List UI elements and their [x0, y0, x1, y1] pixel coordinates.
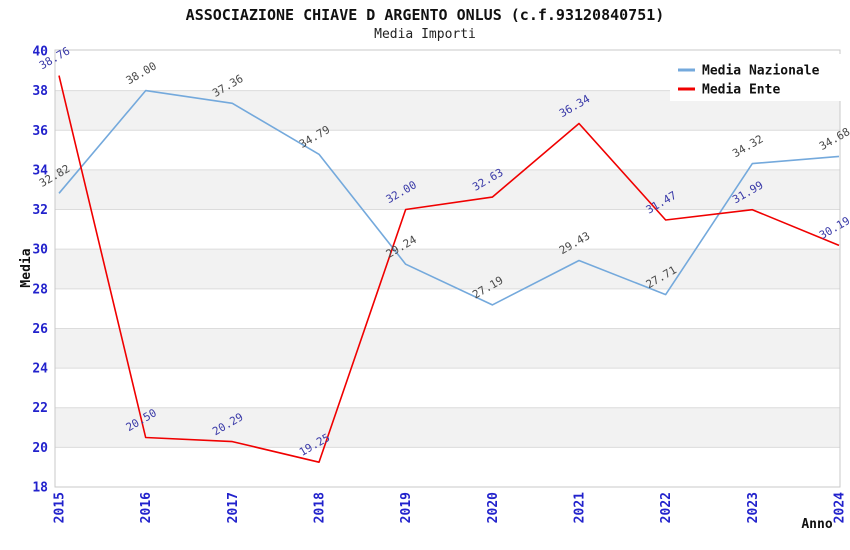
point-label: 30.19 [817, 214, 850, 242]
legend-box [670, 54, 847, 101]
x-tick-label: 2024 [833, 492, 848, 523]
y-tick-label: 18 [32, 481, 48, 496]
y-tick-label: 40 [32, 45, 48, 60]
y-tick-label: 24 [32, 362, 48, 377]
y-axis-title: Media [19, 248, 34, 287]
legend: Media Nazionale Media Ente [670, 54, 847, 101]
y-tick-label: 34 [32, 163, 48, 178]
y-tick-label: 28 [32, 282, 48, 297]
point-label: 34.32 [730, 132, 765, 160]
legend-label: Media Ente [702, 83, 780, 98]
chart-title: ASSOCIAZIONE CHIAVE D ARGENTO ONLUS (c.f… [185, 6, 665, 24]
y-tick-label: 36 [32, 124, 48, 139]
series-line-nazionale [58, 89, 840, 306]
chart-subtitle: Media Importi [374, 27, 476, 42]
plot-border [54, 49, 841, 488]
x-tick-label: 2020 [486, 492, 501, 523]
series-line-ente [58, 75, 840, 464]
x-tick-label: 2022 [659, 492, 674, 523]
point-label: 38.00 [124, 59, 159, 87]
y-tick-label: 20 [32, 441, 48, 456]
x-tick-label: 2016 [139, 492, 154, 523]
plot-band [55, 249, 840, 289]
x-tick-label: 2018 [313, 492, 328, 523]
y-tick-label: 26 [32, 322, 48, 337]
x-tick-label: 2017 [226, 492, 241, 523]
x-tick-label: 2023 [746, 492, 761, 523]
plot-band [55, 407, 840, 448]
y-tick-label: 32 [32, 203, 48, 218]
x-tick-label: 2015 [53, 492, 68, 523]
x-tick-label: 2021 [573, 492, 588, 523]
y-tick-label: 30 [32, 243, 48, 258]
x-axis-title: Anno [801, 517, 832, 532]
plot-band [55, 328, 840, 369]
y-tick-label: 38 [32, 84, 48, 99]
x-tick-label: 2019 [399, 492, 414, 523]
y-tick-label: 22 [32, 401, 48, 416]
legend-label: Media Nazionale [702, 64, 820, 79]
